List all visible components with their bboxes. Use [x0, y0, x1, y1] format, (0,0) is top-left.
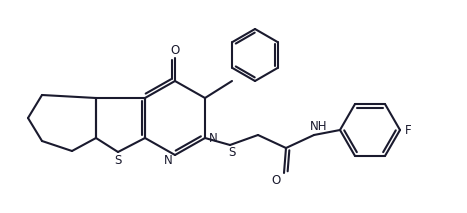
- Text: S: S: [228, 147, 236, 160]
- Text: N: N: [209, 131, 217, 144]
- Text: O: O: [170, 45, 180, 58]
- Text: N: N: [163, 154, 172, 167]
- Text: O: O: [271, 174, 281, 187]
- Text: F: F: [405, 124, 411, 137]
- Text: S: S: [114, 154, 122, 167]
- Text: NH: NH: [310, 121, 328, 134]
